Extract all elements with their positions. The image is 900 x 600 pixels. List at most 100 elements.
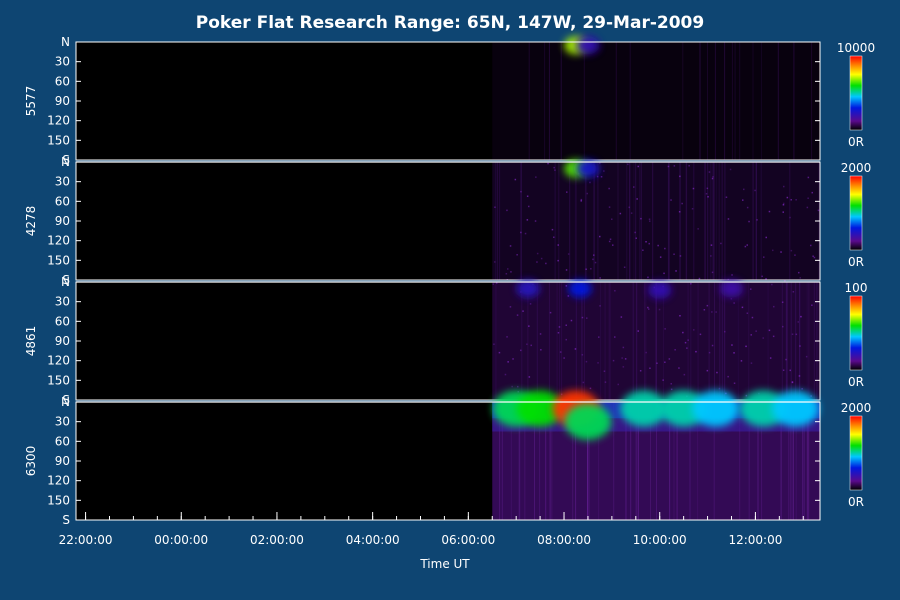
noise-speck <box>565 269 568 271</box>
noise-speck <box>807 176 810 179</box>
noise-streak <box>739 402 741 520</box>
data-region <box>492 162 820 280</box>
noise-speck <box>589 181 591 184</box>
noise-speck <box>563 357 565 359</box>
noise-speck <box>733 302 735 304</box>
chart-title: Poker Flat Research Range: 65N, 147W, 29… <box>196 13 704 33</box>
emission-feature <box>564 403 612 440</box>
noise-speck <box>516 314 519 316</box>
noise-streak <box>676 402 678 520</box>
noise-speck <box>724 330 726 333</box>
noise-streak <box>737 282 739 400</box>
noise-speck <box>511 385 513 388</box>
wavelength-label: 4278 <box>24 206 38 237</box>
noise-streak <box>593 162 595 280</box>
noise-streak <box>806 402 808 520</box>
noise-streak <box>777 42 779 160</box>
noise-speck <box>656 362 658 364</box>
noise-speck <box>765 278 767 280</box>
noise-streak <box>712 162 714 280</box>
x-tick-label: 00:00:00 <box>154 533 208 547</box>
y-tick-label: S <box>62 153 70 167</box>
noise-streak <box>632 282 634 400</box>
noise-speck <box>697 228 699 230</box>
noise-streak <box>608 282 610 400</box>
noise-streak <box>635 402 637 520</box>
noise-streak <box>495 282 497 400</box>
colorbar-min-label: 0R <box>848 495 864 509</box>
noise-speck <box>648 218 651 220</box>
noise-speck <box>811 304 813 306</box>
noise-speck <box>782 325 784 328</box>
noise-streak <box>713 162 715 280</box>
noise-speck <box>547 162 549 165</box>
noise-speck <box>768 329 771 332</box>
noise-speck <box>725 196 728 198</box>
noise-streak <box>549 402 551 520</box>
noise-speck <box>813 256 816 259</box>
noise-speck <box>554 169 556 171</box>
noise-streak <box>679 162 680 280</box>
emission-feature <box>516 279 540 298</box>
noise-speck <box>586 317 588 319</box>
noise-speck <box>710 244 713 246</box>
y-tick-label: 120 <box>47 474 70 488</box>
noise-speck <box>642 249 644 251</box>
colorbar <box>849 175 863 251</box>
noise-streak <box>811 42 813 160</box>
noise-speck <box>598 336 600 338</box>
noise-streak <box>635 162 637 280</box>
noise-streak <box>637 402 639 520</box>
noise-streak <box>536 282 538 400</box>
noise-speck <box>730 298 733 300</box>
colorbar-max-label: 2000 <box>841 161 872 175</box>
noise-streak <box>799 282 801 400</box>
noise-streak <box>548 282 550 400</box>
noise-speck <box>520 231 522 234</box>
noise-speck <box>528 376 531 378</box>
noise-speck <box>553 166 555 169</box>
emission-feature <box>771 390 819 427</box>
noise-streak <box>748 282 750 400</box>
noise-speck <box>617 383 619 386</box>
noise-speck <box>557 244 559 246</box>
noise-streak <box>625 402 627 520</box>
noise-streak <box>652 162 654 280</box>
y-tick-label: S <box>62 273 70 287</box>
noise-speck <box>771 283 773 286</box>
noise-speck <box>791 333 794 335</box>
y-tick-label: S <box>62 393 70 407</box>
noise-speck <box>648 242 650 245</box>
noise-speck <box>675 270 677 272</box>
noise-speck <box>679 315 681 317</box>
noise-speck <box>580 198 583 201</box>
emission-feature <box>576 159 600 178</box>
noise-speck <box>634 231 636 234</box>
noise-speck <box>745 394 748 397</box>
noise-streak <box>575 282 577 400</box>
noise-streak <box>710 162 712 280</box>
noise-speck <box>535 176 537 178</box>
x-tick-label: 12:00:00 <box>728 533 782 547</box>
panel-6300: N 30 60 90 120 150 S 6300 2000 0R <box>24 390 871 527</box>
noise-speck <box>612 359 615 362</box>
noise-speck <box>751 316 754 319</box>
noise-speck <box>663 272 665 275</box>
noise-streak <box>707 42 708 160</box>
noise-speck <box>567 295 570 297</box>
noise-streak <box>788 402 790 520</box>
noise-streak <box>663 282 665 400</box>
noise-speck <box>540 349 542 351</box>
noise-speck <box>745 345 747 348</box>
noise-streak <box>593 162 594 280</box>
noise-streak <box>520 162 522 280</box>
noise-speck <box>711 177 714 180</box>
y-tick-label: 90 <box>55 94 70 108</box>
noise-streak <box>556 282 558 400</box>
noise-speck <box>670 199 672 201</box>
noise-streak <box>630 402 632 520</box>
noise-streak <box>757 402 759 520</box>
noise-streak <box>724 42 726 160</box>
